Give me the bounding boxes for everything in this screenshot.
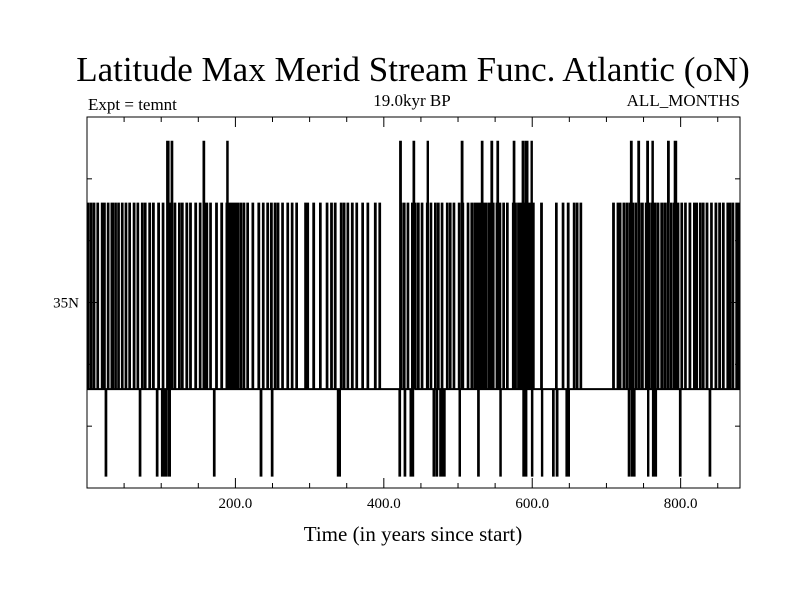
months-label: ALL_MONTHS xyxy=(627,91,740,110)
x-axis: 200.0 400.0 600.0 800.0 xyxy=(123,117,719,512)
y-tick-label: 35N xyxy=(53,296,79,312)
period-label: 19.0kyr BP xyxy=(373,91,450,110)
x-tick-label: 600.0 xyxy=(515,496,549,512)
series-line xyxy=(86,140,741,477)
chart-title: Latitude Max Merid Stream Func. Atlantic… xyxy=(76,50,750,89)
experiment-label: Expt = temnt xyxy=(88,95,177,114)
plot-area: 200.0 400.0 600.0 800.0 35N xyxy=(53,116,741,512)
x-tick-label: 200.0 xyxy=(219,496,253,512)
y-axis: 35N xyxy=(53,178,740,427)
x-tick-label: 800.0 xyxy=(664,496,698,512)
x-tick-label: 400.0 xyxy=(367,496,401,512)
x-axis-title: Time (in years since start) xyxy=(304,522,523,546)
